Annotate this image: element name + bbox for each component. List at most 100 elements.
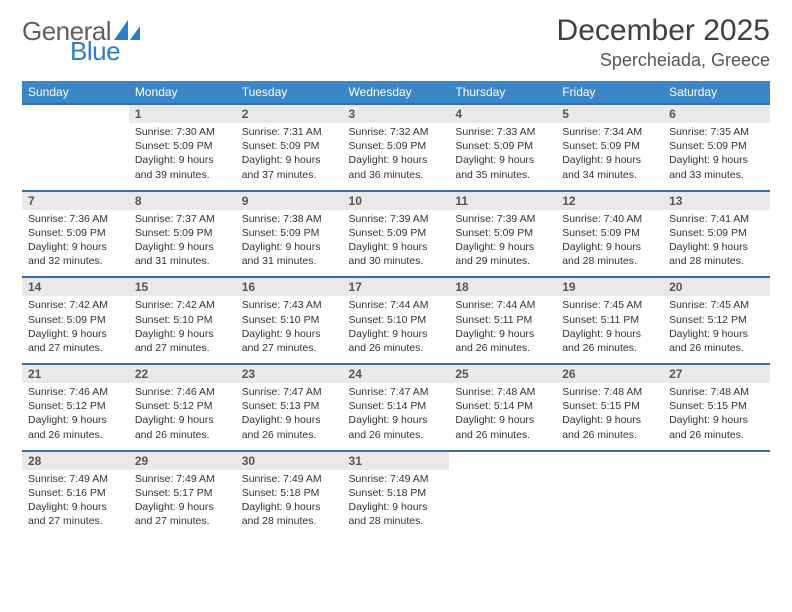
day-number: 1 [129,105,236,123]
day-details: Sunrise: 7:39 AMSunset: 5:09 PMDaylight:… [343,210,450,277]
day-number: 4 [449,105,556,123]
day-details: Sunrise: 7:49 AMSunset: 5:17 PMDaylight:… [129,470,236,537]
calendar-day-cell: 21Sunrise: 7:46 AMSunset: 5:12 PMDayligh… [22,364,129,451]
calendar-day-cell: 5Sunrise: 7:34 AMSunset: 5:09 PMDaylight… [556,104,663,191]
day-details: Sunrise: 7:35 AMSunset: 5:09 PMDaylight:… [663,123,770,190]
calendar-day-cell: 24Sunrise: 7:47 AMSunset: 5:14 PMDayligh… [343,364,450,451]
calendar-day-cell: 25Sunrise: 7:48 AMSunset: 5:14 PMDayligh… [449,364,556,451]
calendar-day-cell [663,451,770,537]
weekday-header: Thursday [449,81,556,104]
day-details: Sunrise: 7:36 AMSunset: 5:09 PMDaylight:… [22,210,129,277]
calendar-head: SundayMondayTuesdayWednesdayThursdayFrid… [22,81,770,104]
day-number: 15 [129,278,236,296]
day-number: 23 [236,365,343,383]
weekday-header: Wednesday [343,81,450,104]
day-details: Sunrise: 7:45 AMSunset: 5:12 PMDaylight:… [663,296,770,363]
day-number: 5 [556,105,663,123]
day-details: Sunrise: 7:39 AMSunset: 5:09 PMDaylight:… [449,210,556,277]
calendar-day-cell: 13Sunrise: 7:41 AMSunset: 5:09 PMDayligh… [663,191,770,278]
day-number: 14 [22,278,129,296]
day-details: Sunrise: 7:49 AMSunset: 5:16 PMDaylight:… [22,470,129,537]
day-number: 26 [556,365,663,383]
day-details: Sunrise: 7:45 AMSunset: 5:11 PMDaylight:… [556,296,663,363]
day-number: 17 [343,278,450,296]
day-number: 20 [663,278,770,296]
day-number: 22 [129,365,236,383]
day-details: Sunrise: 7:48 AMSunset: 5:14 PMDaylight:… [449,383,556,450]
calendar-day-cell: 14Sunrise: 7:42 AMSunset: 5:09 PMDayligh… [22,277,129,364]
calendar-day-cell: 6Sunrise: 7:35 AMSunset: 5:09 PMDaylight… [663,104,770,191]
day-number: 8 [129,192,236,210]
day-details: Sunrise: 7:33 AMSunset: 5:09 PMDaylight:… [449,123,556,190]
calendar-day-cell: 7Sunrise: 7:36 AMSunset: 5:09 PMDaylight… [22,191,129,278]
day-number: 9 [236,192,343,210]
calendar-day-cell: 28Sunrise: 7:49 AMSunset: 5:16 PMDayligh… [22,451,129,537]
month-title: December 2025 [557,14,770,48]
calendar-day-cell: 31Sunrise: 7:49 AMSunset: 5:18 PMDayligh… [343,451,450,537]
day-number: 24 [343,365,450,383]
day-details: Sunrise: 7:42 AMSunset: 5:10 PMDaylight:… [129,296,236,363]
calendar-day-cell: 12Sunrise: 7:40 AMSunset: 5:09 PMDayligh… [556,191,663,278]
weekday-header: Saturday [663,81,770,104]
calendar-day-cell: 4Sunrise: 7:33 AMSunset: 5:09 PMDaylight… [449,104,556,191]
day-number: 25 [449,365,556,383]
weekday-header: Monday [129,81,236,104]
day-number: 3 [343,105,450,123]
day-details: Sunrise: 7:34 AMSunset: 5:09 PMDaylight:… [556,123,663,190]
day-details: Sunrise: 7:38 AMSunset: 5:09 PMDaylight:… [236,210,343,277]
day-number: 19 [556,278,663,296]
calendar-week-row: 14Sunrise: 7:42 AMSunset: 5:09 PMDayligh… [22,277,770,364]
calendar-week-row: 7Sunrise: 7:36 AMSunset: 5:09 PMDaylight… [22,191,770,278]
day-number: 10 [343,192,450,210]
day-number: 2 [236,105,343,123]
calendar-table: SundayMondayTuesdayWednesdayThursdayFrid… [22,81,770,536]
calendar-day-cell: 30Sunrise: 7:49 AMSunset: 5:18 PMDayligh… [236,451,343,537]
calendar-day-cell: 27Sunrise: 7:48 AMSunset: 5:15 PMDayligh… [663,364,770,451]
day-number: 31 [343,452,450,470]
calendar-day-cell: 17Sunrise: 7:44 AMSunset: 5:10 PMDayligh… [343,277,450,364]
day-details: Sunrise: 7:47 AMSunset: 5:14 PMDaylight:… [343,383,450,450]
day-details: Sunrise: 7:30 AMSunset: 5:09 PMDaylight:… [129,123,236,190]
day-number: 18 [449,278,556,296]
weekday-header: Sunday [22,81,129,104]
day-details: Sunrise: 7:32 AMSunset: 5:09 PMDaylight:… [343,123,450,190]
day-details: Sunrise: 7:49 AMSunset: 5:18 PMDaylight:… [343,470,450,537]
calendar-day-cell [556,451,663,537]
calendar-day-cell [449,451,556,537]
calendar-day-cell: 23Sunrise: 7:47 AMSunset: 5:13 PMDayligh… [236,364,343,451]
day-details: Sunrise: 7:46 AMSunset: 5:12 PMDaylight:… [22,383,129,450]
calendar-body: 1Sunrise: 7:30 AMSunset: 5:09 PMDaylight… [22,104,770,536]
calendar-week-row: 1Sunrise: 7:30 AMSunset: 5:09 PMDaylight… [22,104,770,191]
brand-part2: Blue [70,38,140,64]
day-details: Sunrise: 7:44 AMSunset: 5:11 PMDaylight:… [449,296,556,363]
day-details: Sunrise: 7:31 AMSunset: 5:09 PMDaylight:… [236,123,343,190]
day-details: Sunrise: 7:46 AMSunset: 5:12 PMDaylight:… [129,383,236,450]
day-details: Sunrise: 7:49 AMSunset: 5:18 PMDaylight:… [236,470,343,537]
day-details: Sunrise: 7:37 AMSunset: 5:09 PMDaylight:… [129,210,236,277]
page-header: General Blue December 2025 Spercheiada, … [22,14,770,71]
calendar-day-cell: 9Sunrise: 7:38 AMSunset: 5:09 PMDaylight… [236,191,343,278]
calendar-day-cell: 2Sunrise: 7:31 AMSunset: 5:09 PMDaylight… [236,104,343,191]
brand-logo: General Blue [22,14,140,64]
calendar-week-row: 21Sunrise: 7:46 AMSunset: 5:12 PMDayligh… [22,364,770,451]
day-number: 12 [556,192,663,210]
calendar-day-cell [22,104,129,191]
day-number: 27 [663,365,770,383]
calendar-day-cell: 11Sunrise: 7:39 AMSunset: 5:09 PMDayligh… [449,191,556,278]
day-number: 13 [663,192,770,210]
calendar-day-cell: 19Sunrise: 7:45 AMSunset: 5:11 PMDayligh… [556,277,663,364]
calendar-day-cell: 22Sunrise: 7:46 AMSunset: 5:12 PMDayligh… [129,364,236,451]
calendar-day-cell: 10Sunrise: 7:39 AMSunset: 5:09 PMDayligh… [343,191,450,278]
title-block: December 2025 Spercheiada, Greece [557,14,770,71]
day-details: Sunrise: 7:42 AMSunset: 5:09 PMDaylight:… [22,296,129,363]
location-subtitle: Spercheiada, Greece [557,50,770,71]
calendar-day-cell: 1Sunrise: 7:30 AMSunset: 5:09 PMDaylight… [129,104,236,191]
calendar-day-cell: 3Sunrise: 7:32 AMSunset: 5:09 PMDaylight… [343,104,450,191]
day-number: 6 [663,105,770,123]
day-number: 29 [129,452,236,470]
calendar-day-cell: 15Sunrise: 7:42 AMSunset: 5:10 PMDayligh… [129,277,236,364]
calendar-day-cell: 18Sunrise: 7:44 AMSunset: 5:11 PMDayligh… [449,277,556,364]
calendar-week-row: 28Sunrise: 7:49 AMSunset: 5:16 PMDayligh… [22,451,770,537]
day-number: 21 [22,365,129,383]
calendar-day-cell: 29Sunrise: 7:49 AMSunset: 5:17 PMDayligh… [129,451,236,537]
